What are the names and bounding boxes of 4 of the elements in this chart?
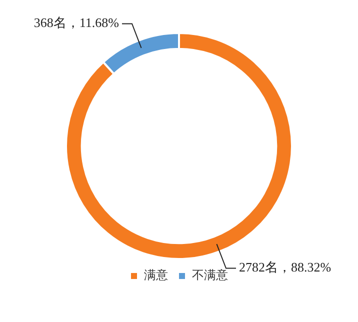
legend-label: 满意 [144, 268, 168, 282]
legend-label: 不满意 [192, 268, 228, 282]
data-label: 2782名，88.32% [239, 260, 332, 275]
data-label: 368名，11.68% [34, 15, 120, 30]
